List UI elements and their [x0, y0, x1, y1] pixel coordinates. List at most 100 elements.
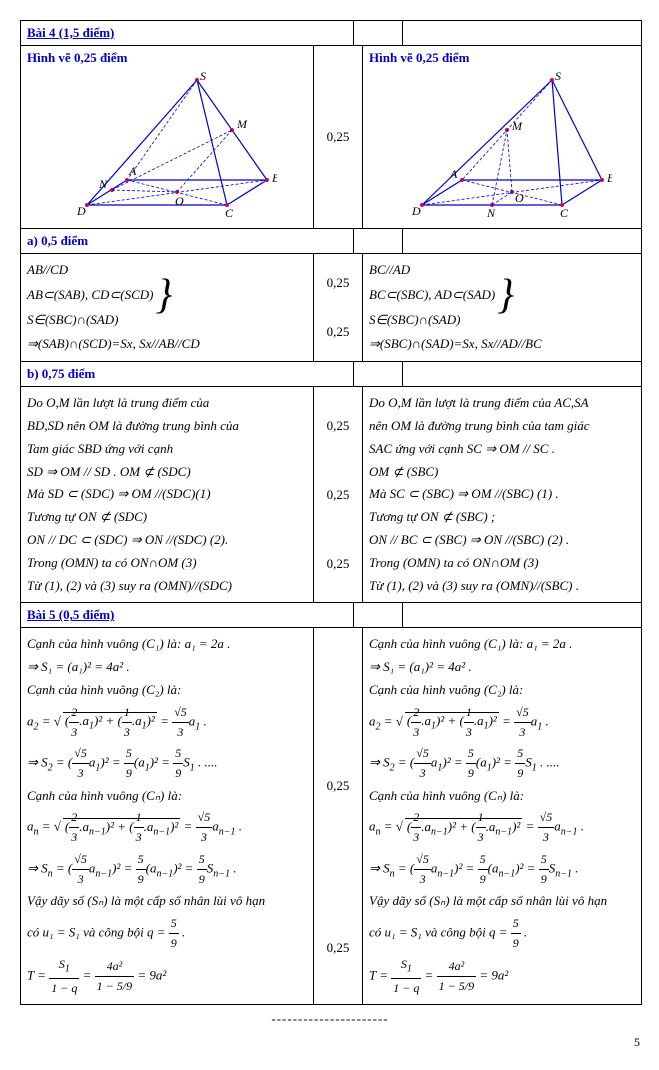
lbl-Nr: N: [486, 206, 496, 220]
bai4-fig-right: Hình vẽ 0,25 điểm M N O A: [363, 46, 641, 228]
b5r-l6: Cạnh của hình vuông (Cₙ) là:: [369, 786, 635, 807]
a-l-l3: S∈(SBC)∩(SAD): [27, 310, 153, 331]
a-score1: 0,25: [318, 275, 358, 291]
bai4-header-left: Bài 4 (1,5 điểm): [21, 21, 354, 45]
b5-l11: T = S11 − q = 4a²1 − 5/9 = 9a²: [27, 955, 307, 998]
b5r-l8: ⇒ Sn = (√53an−1)² = 59(an−1)² = 59Sn−1 .: [369, 850, 635, 889]
b5-l10-pre: có u₁ = S₁ và công bội: [27, 925, 147, 940]
page-container: Bài 4 (1,5 điểm) Hình vẽ 0,25 điểm M: [20, 20, 642, 1005]
b-score3: 0,25: [318, 556, 358, 572]
bai5-header-right: [403, 603, 641, 627]
pyramid-right: M N O A S D C B: [392, 70, 612, 220]
a-l-l2: AB⊂(SAB), CD⊂(SCD): [27, 285, 153, 306]
bai5-right: Cạnh của hình vuông (C₁) là: a₁ = 2a . ⇒…: [363, 628, 641, 1003]
bai4-fig-left: Hình vẽ 0,25 điểm M N O A: [21, 46, 314, 228]
b5r-l5: ⇒ S2 = (√53a1)² = 59(a1)² = 59S1 . ....: [369, 744, 635, 783]
b5-l7: an = √(23.an−1)² + (13.an−1)² = √53an−1 …: [27, 808, 307, 847]
pyramid-left: M N O A S D C B: [57, 70, 277, 220]
lbl-Dr: D: [411, 204, 421, 218]
b-r-l5: Mà SC ⊂ (SBC) ⇒ OM //(SBC) (1) .: [369, 484, 635, 505]
b-l-l7: ON // DC ⊂ (SDC) ⇒ ON //(SDC) (2).: [27, 530, 307, 551]
b-l-l4: SD ⇒ OM // SD . OM ⊄ (SDC): [27, 462, 307, 483]
b-score1: 0,25: [318, 418, 358, 434]
b5r-l3: Cạnh của hình vuông (C₂) là:: [369, 680, 635, 701]
bai4-title: Bài 4 (1,5 điểm): [27, 25, 114, 40]
b-l-l9: Từ (1), (2) và (3) suy ra (OMN)//(SDC): [27, 576, 307, 597]
bai5-left: Cạnh của hình vuông (C₁) là: a₁ = 2a . ⇒…: [21, 628, 314, 1003]
bai4b-header-score: [354, 362, 403, 386]
score-hinh: 0,25: [318, 129, 358, 145]
b5-l1-pre: Cạnh của hình vuông (C₁) là:: [27, 636, 185, 651]
bai4-header-score: [354, 21, 403, 45]
b-l-l8: Trong (OMN) ta có ON∩OM (3): [27, 553, 307, 574]
lbl-M: M: [236, 117, 248, 131]
b5-score1: 0,25: [318, 778, 358, 794]
a-l-l4: ⇒(SAB)∩(SCD)=Sx, Sx//AB//CD: [27, 334, 307, 355]
a-l-l1: AB//CD: [27, 260, 153, 281]
bai4a-header-score: [354, 229, 403, 253]
bai4-fig-score: 0,25: [314, 46, 363, 228]
bai4-fig-row: Hình vẽ 0,25 điểm M N O A: [21, 45, 641, 228]
bai5-header-left: Bài 5 (0,5 điểm): [21, 603, 354, 627]
bai4a-score: 0,25 0,25: [314, 254, 363, 361]
a-r-l4: ⇒(SBC)∩(SAD)=Sx, Sx//AD//BC: [369, 334, 635, 355]
bai4a-content-row: AB//CD AB⊂(SAB), CD⊂(SCD) S∈(SBC)∩(SAD) …: [21, 253, 641, 361]
brace-right: }: [497, 274, 514, 316]
b-r-l6: Tương tự ON ⊄ (SBC) ;: [369, 507, 635, 528]
bai5-header-row: Bài 5 (0,5 điểm): [21, 602, 641, 627]
b-l-l1: Do O,M lần lượt là trung điểm của: [27, 393, 307, 414]
b5r-l2: ⇒ S₁ = (a₁)² = 4a² .: [369, 657, 635, 678]
hinhve-label-right: Hình vẽ 0,25 điểm: [369, 50, 635, 66]
lbl-D: D: [76, 204, 86, 218]
b-r-l4: OM ⊄ (SBC): [369, 462, 635, 483]
lbl-B: B: [272, 171, 277, 185]
lbl-Cr: C: [560, 206, 569, 220]
b5r-l11: T = S11 − q = 4a²1 − 5/9 = 9a²: [369, 955, 635, 998]
bai4b-header-left: b) 0,75 điểm: [21, 362, 354, 386]
b-r-l8: Trong (OMN) ta có ON∩OM (3): [369, 553, 635, 574]
bai4b-header-right: [403, 362, 641, 386]
bai4b-content-row: Do O,M lần lượt là trung điểm của BD,SD …: [21, 386, 641, 602]
a-r-l2: BC⊂(SBC), AD⊂(SAD): [369, 285, 495, 306]
lbl-O: O: [175, 194, 184, 208]
bai4a-left: AB//CD AB⊂(SAB), CD⊂(SCD) S∈(SBC)∩(SAD) …: [21, 254, 314, 361]
bai4b-header-row: b) 0,75 điểm: [21, 361, 641, 386]
lbl-A: A: [128, 164, 137, 178]
bai4b-title: b) 0,75 điểm: [27, 366, 95, 381]
bai4a-title: a) 0,5 điểm: [27, 233, 88, 248]
bai5-title: Bài 5 (0,5 điểm): [27, 607, 114, 622]
b-score2: 0,25: [318, 487, 358, 503]
bai4b-score: 0,25 0,25 0,25: [314, 387, 363, 602]
b5r-l1: Cạnh của hình vuông (C₁) là: a₁ = 2a .: [369, 634, 635, 655]
b5r-l7: an = √(23.an−1)² + (13.an−1)² = √53an−1 …: [369, 808, 635, 847]
bai4a-right: BC//AD BC⊂(SBC), AD⊂(SAD) S∈(SBC)∩(SAD) …: [363, 254, 641, 361]
lbl-Mr: M: [511, 119, 523, 133]
b-l-l3: Tam giác SBD ứng với cạnh: [27, 439, 307, 460]
b-r-l1: Do O,M lần lượt là trung điểm của AC,SA: [369, 393, 635, 414]
b5-l1-eq: a₁ = 2a .: [185, 636, 231, 651]
b5-l6: Cạnh của hình vuông (Cₙ) là:: [27, 786, 307, 807]
b5-l9: Vậy dãy số (Sₙ) là một cấp số nhân lùi v…: [27, 891, 307, 912]
page-number: 5: [20, 1035, 640, 1050]
b5-l3: Cạnh của hình vuông (C₂) là:: [27, 680, 307, 701]
b5-l1: Cạnh của hình vuông (C₁) là: a₁ = 2a .: [27, 634, 307, 655]
bai4b-right: Do O,M lần lượt là trung điểm của AC,SA …: [363, 387, 641, 602]
a-r-l1: BC//AD: [369, 260, 495, 281]
bai4a-header-left: a) 0,5 điểm: [21, 229, 354, 253]
b5r-l4: a2 = √(23.a1)² + (13.a1)² = √53a1 .: [369, 703, 635, 742]
bai5-score: 0,25 0,25: [314, 628, 363, 1003]
b-r-l3: SAC ứng với cạnh SC ⇒ OM // SC .: [369, 439, 635, 460]
lbl-Or: O: [515, 191, 524, 205]
b5-l4: a2 = √(23.a1)² + (13.a1)² = √53a1 .: [27, 703, 307, 742]
lbl-C: C: [225, 206, 234, 220]
b-l-l2: BD,SD nên OM là đường trung bình của: [27, 416, 307, 437]
end-dashes: ----------------------: [20, 1011, 640, 1027]
bai4b-left: Do O,M lần lượt là trung điểm của BD,SD …: [21, 387, 314, 602]
b5-l10: có u₁ = S₁ và công bội q = 59 .: [27, 914, 307, 953]
brace-left: }: [155, 274, 172, 316]
b5r-l9: Vậy dãy số (Sₙ) là một cấp số nhân lùi v…: [369, 891, 635, 912]
bai4a-header-right: [403, 229, 641, 253]
bai4-header-row: Bài 4 (1,5 điểm): [21, 20, 641, 45]
bai5-header-score: [354, 603, 403, 627]
b5-l5: ⇒ S2 = (√53a1)² = 59(a1)² = 59S1 . ....: [27, 744, 307, 783]
